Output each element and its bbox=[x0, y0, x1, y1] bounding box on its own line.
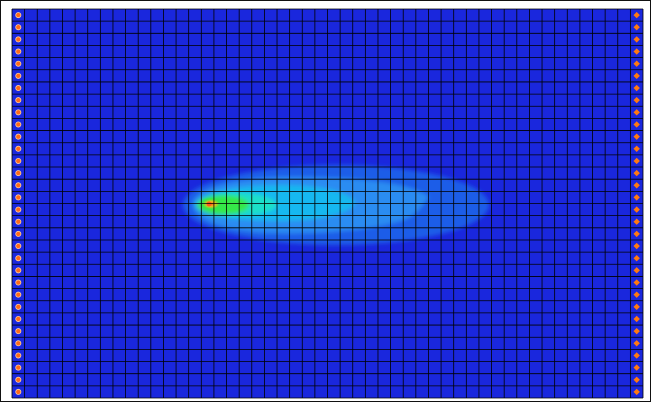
constant-head-cell-icon[interactable] bbox=[633, 206, 640, 213]
constant-head-cell-icon[interactable] bbox=[633, 109, 640, 116]
constant-head-cell-icon[interactable] bbox=[633, 218, 640, 225]
constant-head-cell-icon[interactable] bbox=[15, 279, 22, 286]
constant-head-cell-icon[interactable] bbox=[15, 267, 22, 274]
model-grid bbox=[11, 8, 644, 399]
constant-head-cell-icon[interactable] bbox=[633, 182, 640, 189]
constant-head-cell-icon[interactable] bbox=[15, 85, 22, 92]
constant-head-cell-icon[interactable] bbox=[15, 145, 22, 152]
constant-head-cell-icon[interactable] bbox=[15, 388, 22, 395]
constant-head-cell-icon[interactable] bbox=[633, 340, 640, 347]
constant-head-cell-icon[interactable] bbox=[633, 84, 640, 92]
constant-head-cell-icon[interactable] bbox=[633, 36, 640, 43]
constant-head-cell-icon[interactable] bbox=[633, 157, 640, 165]
constant-head-cell-icon[interactable] bbox=[633, 279, 640, 286]
constant-head-cell-icon[interactable] bbox=[633, 376, 640, 383]
constant-head-cell-icon[interactable] bbox=[633, 194, 640, 201]
source-center-marker bbox=[206, 201, 212, 207]
constant-head-cell-icon[interactable] bbox=[633, 133, 640, 140]
constant-head-cell-icon[interactable] bbox=[633, 388, 640, 396]
constant-head-cell-icon[interactable] bbox=[633, 11, 640, 19]
constant-head-cell-icon[interactable] bbox=[15, 340, 22, 347]
constant-head-cell-icon[interactable] bbox=[15, 328, 22, 335]
constant-head-cell-icon[interactable] bbox=[15, 24, 22, 31]
constant-head-cell-icon[interactable] bbox=[15, 291, 22, 298]
constant-head-cell-icon[interactable] bbox=[633, 267, 640, 274]
constant-head-cell-icon[interactable] bbox=[15, 182, 22, 189]
right-boundary-markers bbox=[633, 11, 640, 396]
constant-head-cell-icon[interactable] bbox=[15, 255, 22, 262]
constant-head-cell-icon[interactable] bbox=[633, 315, 640, 323]
constant-head-cell-icon[interactable] bbox=[633, 72, 640, 80]
constant-head-cell-icon[interactable] bbox=[15, 97, 22, 104]
constant-head-cell-icon[interactable] bbox=[633, 48, 640, 55]
constant-head-cell-icon[interactable] bbox=[15, 243, 22, 250]
constant-head-cell-icon[interactable] bbox=[633, 255, 640, 262]
constant-head-cell-icon[interactable] bbox=[15, 364, 22, 371]
constant-head-cell-icon[interactable] bbox=[633, 352, 640, 359]
constant-head-cell-icon[interactable] bbox=[15, 72, 22, 79]
constant-head-cell-icon[interactable] bbox=[15, 157, 22, 164]
constant-head-cell-icon[interactable] bbox=[633, 303, 640, 311]
constant-head-cell-icon[interactable] bbox=[633, 145, 640, 152]
constant-head-cell-icon[interactable] bbox=[633, 364, 640, 371]
constant-head-cell-icon[interactable] bbox=[15, 206, 22, 213]
constant-head-cell-icon[interactable] bbox=[15, 376, 22, 383]
constant-head-cell-icon[interactable] bbox=[15, 303, 22, 310]
constant-head-cell-icon[interactable] bbox=[15, 352, 22, 359]
constant-head-cell-icon[interactable] bbox=[15, 109, 22, 116]
left-boundary-markers bbox=[15, 12, 22, 395]
concentration-plume bbox=[183, 165, 489, 245]
constant-head-cell-icon[interactable] bbox=[633, 230, 640, 238]
constant-head-cell-icon[interactable] bbox=[633, 242, 640, 250]
constant-head-cell-icon[interactable] bbox=[633, 291, 640, 298]
constant-head-cell-icon[interactable] bbox=[633, 327, 640, 335]
constant-head-cell-icon[interactable] bbox=[15, 121, 22, 128]
constant-head-cell-icon[interactable] bbox=[633, 169, 640, 177]
constant-head-cell-icon[interactable] bbox=[15, 194, 22, 201]
constant-head-cell-icon[interactable] bbox=[15, 48, 22, 55]
constant-head-cell-icon[interactable] bbox=[15, 12, 22, 19]
constant-head-cell-icon[interactable] bbox=[15, 315, 22, 322]
constant-head-cell-icon[interactable] bbox=[633, 121, 640, 128]
constant-head-cell-icon[interactable] bbox=[15, 60, 22, 67]
constant-head-cell-icon[interactable] bbox=[633, 24, 640, 31]
constant-head-cell-icon[interactable] bbox=[15, 170, 22, 177]
constant-head-cell-icon[interactable] bbox=[15, 230, 22, 237]
constant-head-cell-icon[interactable] bbox=[633, 60, 640, 67]
constant-head-cell-icon[interactable] bbox=[15, 36, 22, 43]
constant-head-cell-icon[interactable] bbox=[15, 218, 22, 225]
constant-head-cell-icon[interactable] bbox=[633, 96, 640, 104]
constant-head-cell-icon[interactable] bbox=[15, 133, 22, 140]
